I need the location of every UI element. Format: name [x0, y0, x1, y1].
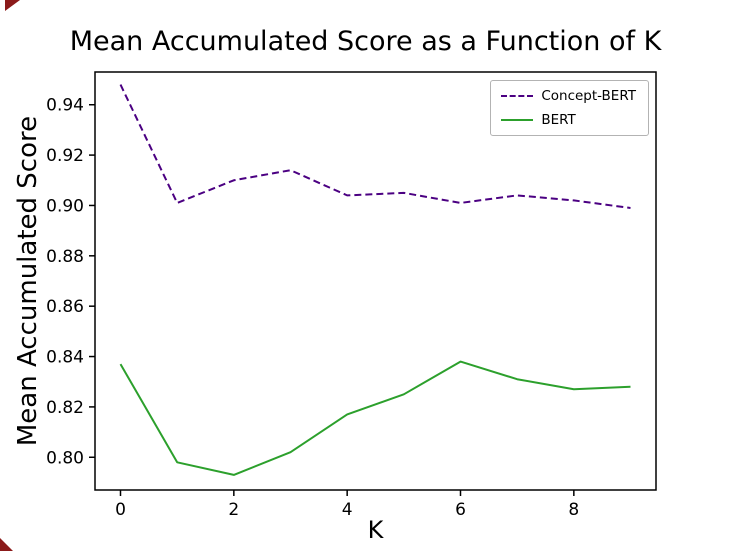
- x-axis-label: K: [367, 516, 384, 544]
- legend-label: BERT: [541, 112, 576, 128]
- svg-text:0.84: 0.84: [46, 348, 84, 368]
- svg-text:2: 2: [228, 500, 239, 520]
- svg-text:0.94: 0.94: [46, 96, 84, 116]
- legend-item-bert: BERT: [501, 112, 636, 128]
- chart-legend: Concept-BERT BERT: [490, 80, 649, 136]
- legend-item-concept-bert: Concept-BERT: [501, 88, 636, 104]
- legend-label: Concept-BERT: [541, 88, 636, 104]
- corner-artifact-top-left: [5, 0, 20, 11]
- legend-line-sample-solid: [501, 119, 534, 121]
- svg-text:0.90: 0.90: [46, 196, 84, 216]
- svg-text:6: 6: [455, 500, 466, 520]
- svg-text:8: 8: [568, 500, 579, 520]
- svg-text:4: 4: [342, 500, 353, 520]
- svg-text:0.92: 0.92: [46, 146, 84, 166]
- corner-artifact-bottom-left: [0, 538, 13, 551]
- legend-line-sample-dashed: [501, 95, 534, 97]
- svg-text:0.82: 0.82: [46, 398, 84, 418]
- svg-text:0: 0: [115, 500, 126, 520]
- svg-text:0.80: 0.80: [46, 448, 84, 468]
- chart-title: Mean Accumulated Score as a Function of …: [69, 26, 662, 57]
- svg-text:0.86: 0.86: [46, 297, 84, 317]
- svg-text:0.88: 0.88: [46, 247, 84, 267]
